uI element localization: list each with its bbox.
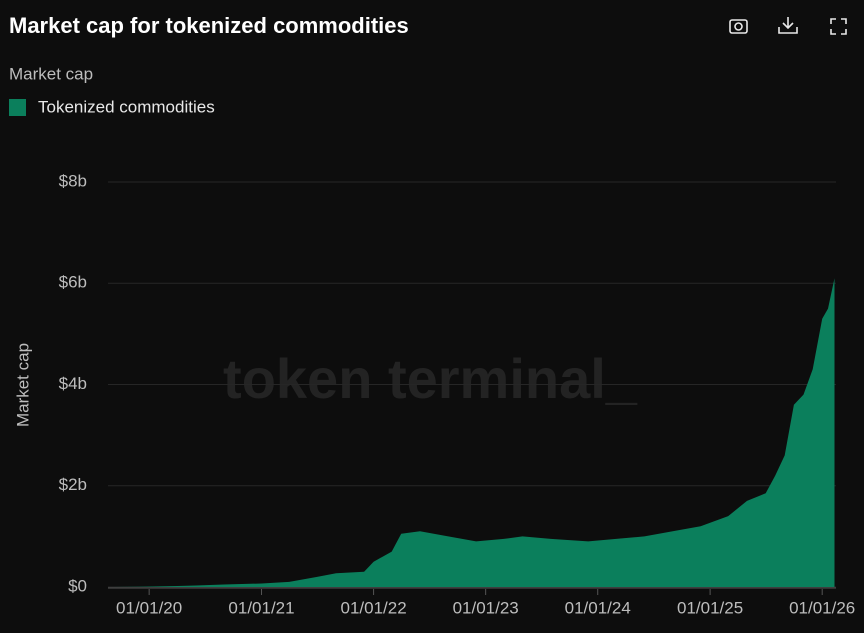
area xyxy=(111,278,835,587)
legend-title: Market cap xyxy=(9,64,93,83)
x-tick-label: 01/01/25 xyxy=(677,598,743,617)
y-axis-label: Market cap xyxy=(13,343,32,427)
chart-title: Market cap for tokenized commodities xyxy=(9,13,409,38)
x-tick-label: 01/01/21 xyxy=(228,598,294,617)
fullscreen-icon[interactable] xyxy=(830,18,847,35)
x-tick-label: 01/01/26 xyxy=(789,598,855,617)
legend-label: Tokenized commodities xyxy=(38,97,215,116)
watermark: token terminal_ xyxy=(223,347,638,410)
camera-icon[interactable] xyxy=(729,19,748,34)
y-tick-label: $2b xyxy=(59,475,87,494)
x-tick-label: 01/01/24 xyxy=(565,598,631,617)
x-tick-label: 01/01/23 xyxy=(453,598,519,617)
y-tick-label: $6b xyxy=(59,273,87,292)
y-tick-label: $8b xyxy=(59,171,87,190)
download-icon[interactable] xyxy=(778,17,798,34)
x-tick-label: 01/01/22 xyxy=(340,598,406,617)
y-tick-label: $4b xyxy=(59,374,87,393)
y-tick-label: $0 xyxy=(68,576,87,595)
legend-swatch xyxy=(9,99,26,116)
x-tick-label: 01/01/20 xyxy=(116,598,182,617)
